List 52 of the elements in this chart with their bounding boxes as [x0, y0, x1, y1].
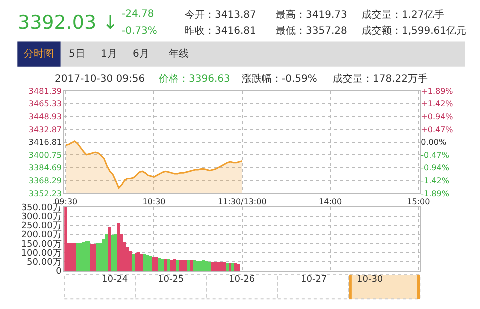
text: 10-27 [301, 275, 328, 285]
y2-tick-label: -0.47% [421, 150, 450, 160]
text: 价格：3396.63 [158, 73, 230, 85]
text: 6月 [133, 49, 150, 60]
text: 年线 [169, 48, 189, 60]
y2-tick-label: 0.00% [421, 138, 447, 148]
text: 3392.03 ↓ [18, 12, 119, 34]
y-tick-label: 3481.39 [28, 86, 62, 96]
x-tick-label: 15:00 [407, 197, 430, 206]
y-tick-label: 3352.23 [28, 189, 62, 198]
y-tick-label: 250.00万 [21, 222, 62, 232]
text: 今开：3413.87 [185, 9, 256, 21]
y2-tick-label: -1.42% [421, 176, 450, 186]
x-tick-label: 14:00 [319, 197, 342, 206]
y2-tick-label: +1.89% [421, 86, 454, 96]
y-tick-label: 3368.29 [28, 176, 62, 186]
text: 涨跌幅：-0.59% [242, 73, 318, 85]
y-tick-label: 3432.87 [28, 125, 62, 134]
y-tick-label: 50.00万 [27, 258, 62, 268]
text: 1月 [101, 49, 118, 60]
text: 10-30 [357, 275, 384, 285]
text: 5日 [69, 49, 86, 60]
text: 成交量：178.22万手 [333, 73, 428, 85]
y-tick-label: 300.00万 [21, 212, 62, 222]
y2-tick-label: +1.42% [421, 100, 454, 109]
x-tick-label: 11:30/13:00 [218, 197, 267, 206]
y-tick-label: 3400.75 [28, 150, 62, 160]
text: 10-26 [229, 275, 256, 285]
y2-tick-label: -0.94% [421, 164, 450, 173]
y-tick-label: 3465.33 [28, 100, 62, 109]
y-tick-label: 3416.81 [28, 138, 62, 148]
y-tick-label: 3448.93 [28, 112, 62, 122]
text: 成交量：1.27亿手 [362, 9, 444, 21]
text: -24.78 [122, 9, 154, 20]
y2-tick-label: +0.47% [421, 125, 454, 134]
x-tick-label: 10:30 [142, 197, 166, 206]
text: 最低：3357.28 [276, 26, 348, 37]
y2-tick-label: +0.94% [421, 112, 454, 122]
text: 分时图 [24, 48, 54, 60]
text: 昨收：3416.81 [185, 25, 256, 37]
text: -0.73% [122, 26, 158, 37]
y-tick-label: 200.00万 [21, 230, 62, 241]
y-tick-label: 150.00万 [21, 240, 62, 250]
text: 成交额：1,599.61亿元 [362, 25, 467, 37]
y-tick-label: 100.00万 [21, 248, 62, 259]
y-tick-label: 3384.69 [28, 164, 62, 173]
text: 最高：3419.73 [276, 9, 348, 21]
y-tick-label: 0 [56, 267, 62, 278]
text: 2017-10-30 09:56 [55, 74, 146, 85]
text: 10-24 [102, 275, 128, 285]
y2-tick-label: -1.89% [421, 189, 450, 198]
text: 10-25 [158, 275, 184, 285]
